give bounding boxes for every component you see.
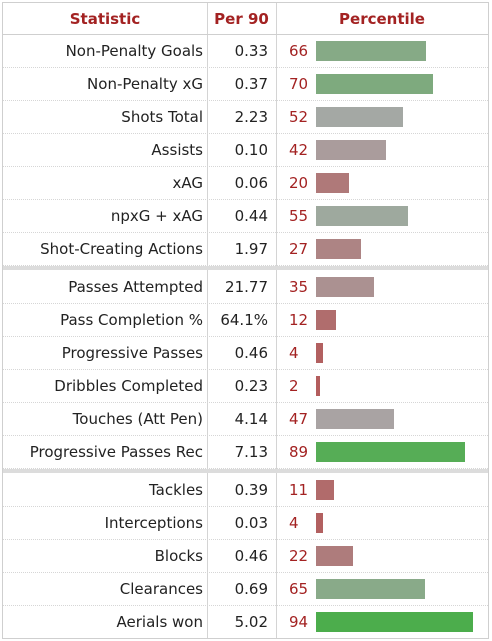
- stat-name: Non-Penalty Goals: [65, 42, 203, 60]
- percentile-bar: [316, 107, 403, 127]
- percentile-value: 22: [289, 547, 309, 565]
- column-divider: [207, 3, 208, 638]
- table-row: npxG + xAG 0.44 55: [3, 200, 488, 233]
- table-row: Passes Attempted 21.77 35: [3, 271, 488, 304]
- table-row: Tackles 0.39 11: [3, 474, 488, 507]
- stat-name: Aerials won: [116, 613, 203, 631]
- per90-value: 0.23: [234, 377, 268, 395]
- percentile-bar: [316, 310, 336, 330]
- header-per90[interactable]: Per 90: [214, 10, 269, 28]
- percentile-value: 65: [289, 580, 309, 598]
- per90-value: 5.02: [234, 613, 268, 631]
- percentile-bar: [316, 480, 334, 500]
- stat-name: Blocks: [154, 547, 203, 565]
- stat-name: Pass Completion %: [60, 311, 203, 329]
- table-row: Progressive Passes Rec 7.13 89: [3, 436, 488, 469]
- per90-value: 0.10: [234, 141, 268, 159]
- stat-name: Touches (Att Pen): [72, 410, 203, 428]
- table-row: xAG 0.06 20: [3, 167, 488, 200]
- table-row: Touches (Att Pen) 4.14 47: [3, 403, 488, 436]
- percentile-bar: [316, 206, 408, 226]
- stat-name: Interceptions: [104, 514, 203, 532]
- percentile-value: 4: [289, 514, 299, 532]
- stat-name: Assists: [151, 141, 203, 159]
- stat-name: Non-Penalty xG: [87, 75, 203, 93]
- table-row: Shot-Creating Actions 1.97 27: [3, 233, 488, 266]
- per90-value: 1.97: [234, 240, 268, 258]
- percentile-value: 89: [289, 443, 309, 461]
- stat-name: Progressive Passes Rec: [29, 443, 203, 461]
- percentile-bar: [316, 277, 374, 297]
- per90-value: 0.06: [234, 174, 268, 192]
- table-row: Pass Completion % 64.1% 12: [3, 304, 488, 337]
- header-percentile[interactable]: Percentile: [339, 10, 425, 28]
- percentile-value: 4: [289, 344, 299, 362]
- stat-name: Shots Total: [121, 108, 203, 126]
- per90-value: 21.77: [225, 278, 268, 296]
- percentile-value: 12: [289, 311, 309, 329]
- per90-value: 0.37: [234, 75, 268, 93]
- percentile-bar: [316, 343, 323, 363]
- table-row: Non-Penalty Goals 0.33 66: [3, 35, 488, 68]
- per90-value: 64.1%: [220, 311, 268, 329]
- percentile-value: 27: [289, 240, 309, 258]
- group-separator: [3, 469, 488, 473]
- table-row: Interceptions 0.03 4: [3, 507, 488, 540]
- percentile-bar: [316, 579, 425, 599]
- table-row: Dribbles Completed 0.23 2: [3, 370, 488, 403]
- percentile-bar: [316, 442, 465, 462]
- percentile-value: 2: [289, 377, 299, 395]
- percentile-value: 52: [289, 108, 309, 126]
- table-header: Statistic Per 90 Percentile: [3, 3, 488, 35]
- per90-value: 0.33: [234, 42, 268, 60]
- stat-name: Shot-Creating Actions: [40, 240, 203, 258]
- percentile-bar: [316, 409, 394, 429]
- stat-name: xAG: [172, 174, 204, 192]
- percentile-value: 70: [289, 75, 309, 93]
- column-divider: [276, 3, 277, 638]
- table-row: Progressive Passes 0.46 4: [3, 337, 488, 370]
- percentile-value: 55: [289, 207, 309, 225]
- percentile-bar: [316, 140, 386, 160]
- stat-name: Tackles: [148, 481, 203, 499]
- percentile-bar: [316, 239, 361, 259]
- per90-value: 4.14: [234, 410, 268, 428]
- stat-name: Dribbles Completed: [54, 377, 203, 395]
- percentile-bar: [316, 74, 433, 94]
- percentile-value: 11: [289, 481, 309, 499]
- percentile-value: 94: [289, 613, 309, 631]
- per90-value: 0.39: [234, 481, 268, 499]
- percentile-bar: [316, 612, 473, 632]
- per90-value: 0.46: [234, 547, 268, 565]
- per90-value: 0.03: [234, 514, 268, 532]
- stat-name: npxG + xAG: [110, 207, 203, 225]
- stat-name: Progressive Passes: [61, 344, 203, 362]
- percentile-value: 20: [289, 174, 309, 192]
- percentile-bar: [316, 376, 320, 396]
- percentile-bar: [316, 41, 426, 61]
- table-row: Shots Total 2.23 52: [3, 101, 488, 134]
- group-separator: [3, 266, 488, 270]
- percentile-bar: [316, 546, 353, 566]
- stat-name: Passes Attempted: [68, 278, 203, 296]
- table-row: Aerials won 5.02 94: [3, 606, 488, 639]
- percentile-value: 42: [289, 141, 309, 159]
- per90-value: 7.13: [234, 443, 268, 461]
- table-row: Blocks 0.46 22: [3, 540, 488, 573]
- percentile-value: 35: [289, 278, 309, 296]
- stat-name: Clearances: [119, 580, 203, 598]
- per90-value: 0.69: [234, 580, 268, 598]
- table-row: Clearances 0.69 65: [3, 573, 488, 606]
- per90-value: 0.46: [234, 344, 268, 362]
- per90-value: 2.23: [234, 108, 268, 126]
- per90-value: 0.44: [234, 207, 268, 225]
- percentile-bar: [316, 513, 323, 533]
- percentile-value: 47: [289, 410, 309, 428]
- header-statistic[interactable]: Statistic: [69, 10, 141, 28]
- table-row: Assists 0.10 42: [3, 134, 488, 167]
- table-row: Non-Penalty xG 0.37 70: [3, 68, 488, 101]
- percentile-value: 66: [289, 42, 309, 60]
- percentile-bar: [316, 173, 349, 193]
